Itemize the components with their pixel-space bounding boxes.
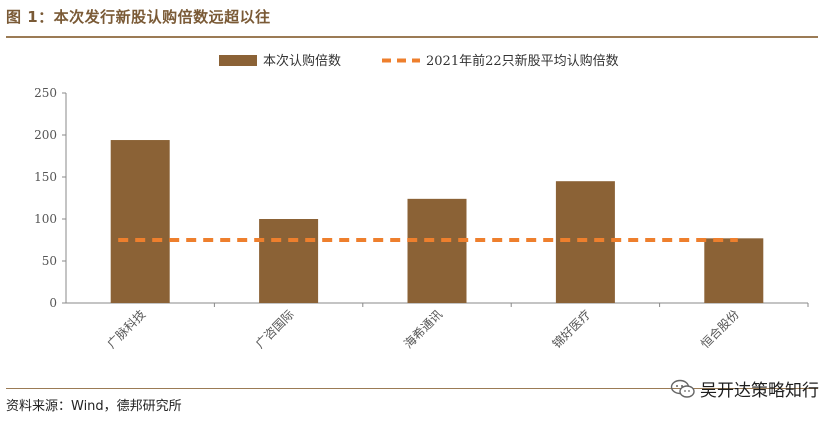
figure-title: 图 1：本次发行新股认购倍数远超以往 [6,8,271,26]
watermark-text: 吴开达策略知行 [700,381,819,401]
bars [110,140,764,303]
legend-dash-label: 2021年前22只新股平均认购倍数 [426,53,619,69]
source-note: 资料来源：Wind，德邦研究所 [6,399,182,414]
wechat-icon [670,379,695,398]
bar [555,181,615,303]
x-tick-label: 恒合股份 [697,307,742,352]
y-tick-label: 0 [49,296,57,310]
y-tick-label: 150 [34,170,57,184]
bar [259,219,319,303]
bar [407,198,467,303]
bar [704,238,764,303]
footer-divider [6,388,818,389]
y-tick-label: 200 [34,128,57,142]
bar [110,140,170,303]
x-tick-label: 广脉科技 [104,307,149,352]
x-tick-label: 广咨国际 [252,307,297,352]
x-tick-labels: 广脉科技 广咨国际 海希通讯 锦好医疗 恒合股份 [104,303,809,352]
x-tick-label: 锦好医疗 [550,307,594,351]
title-divider [6,36,818,38]
watermark: 吴开达策略知行 [670,376,819,401]
y-tick-label: 250 [34,86,57,100]
legend: 本次认购倍数 2021年前22只新股平均认购倍数 [219,53,619,69]
y-ticks: 0 50 100 150 200 250 [34,86,66,310]
legend-bar-label: 本次认购倍数 [263,53,341,69]
x-tick-label: 海希通讯 [401,307,446,352]
y-tick-label: 100 [34,212,57,226]
chart: 本次认购倍数 2021年前22只新股平均认购倍数 0 50 100 150 200 250… [34,53,809,352]
legend-bar-swatch [219,55,257,66]
y-tick-label: 50 [42,254,57,268]
